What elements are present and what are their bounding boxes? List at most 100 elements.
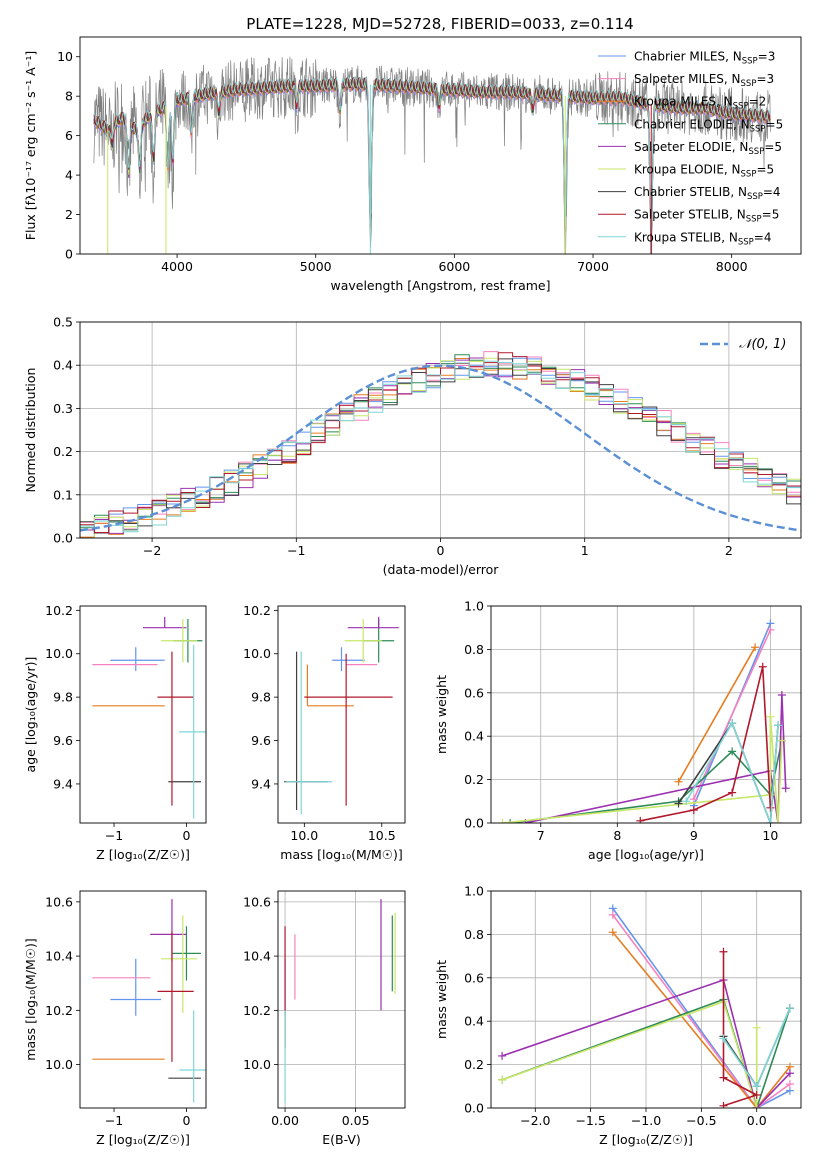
y-tick-label: 10.0 — [45, 1057, 73, 1072]
x-tick-label: 7000 — [577, 259, 609, 274]
weight-point — [689, 805, 698, 814]
y-axis-label: Normed distribution — [23, 368, 38, 493]
weight-line-salpeter-elodie — [501, 978, 791, 1108]
errorbar-chabrier-stelib — [284, 651, 328, 810]
legend-subscript: SSP — [733, 102, 749, 112]
x-tick-label: 1 — [581, 543, 589, 558]
x-tick-label: 9 — [690, 828, 698, 843]
axes-frame — [490, 605, 802, 824]
x-tick-label: −1.5 — [575, 1113, 605, 1128]
weight-point — [608, 910, 617, 919]
x-axis-label: (data-model)/error — [383, 562, 500, 577]
weight-line-salpeter-stelib — [640, 666, 772, 822]
y-tick-label: 8 — [65, 89, 73, 104]
legend-tail: =3 — [756, 72, 774, 86]
x-axis-label: mass [log₁₀(M/M☉)] — [280, 847, 402, 862]
legend-subscript: SSP — [741, 79, 757, 89]
weight-point — [498, 1075, 507, 1084]
errorbar-kroupa-elodie — [344, 619, 382, 663]
y-tick-label: 4 — [65, 168, 73, 183]
y-tick-label: 1.0 — [464, 599, 484, 614]
errorbar-kroupa-miles — [306, 664, 354, 707]
plot-area — [92, 616, 206, 819]
y-tick-label: 0.2 — [464, 772, 484, 787]
errorbar-salpeter-stelib — [157, 651, 194, 806]
x-tick-label: −1 — [105, 1113, 123, 1128]
plot-area — [80, 351, 801, 538]
y-tick-label: 9.4 — [53, 776, 73, 791]
weight-line-kroupa-miles — [677, 646, 756, 783]
errorbar-chabrier-miles — [332, 647, 365, 672]
y-tick-label: 0.0 — [53, 531, 73, 546]
x-tick-label: 0 — [182, 828, 190, 843]
weight-point — [719, 1073, 728, 1082]
weight-line-kroupa-elodie — [502, 716, 783, 823]
weight-line-chabrier-miles — [612, 907, 791, 1108]
y-tick-label: 0.5 — [53, 315, 73, 330]
x-axis-label: E(B-V) — [322, 1132, 361, 1147]
weight-point — [777, 736, 786, 745]
legend-entry: Salpeter STELIB, NSSP=5 — [634, 208, 779, 225]
histogram-kroupa-stelib — [80, 360, 801, 533]
weight-point — [777, 690, 786, 699]
weight-point — [719, 947, 728, 956]
x-tick-label: −1.0 — [631, 1113, 661, 1128]
histogram-salpeter-stelib — [80, 352, 801, 533]
panel-age-vs-Z: −1 0 9.4 9.6 9.8 10.0 10.2 Z [log₁₀(Z/Z☉)] age [… — [23, 603, 207, 862]
weight-point — [766, 819, 775, 823]
y-tick-label: 0.4 — [464, 729, 484, 744]
histogram-chabrier-stelib — [80, 358, 801, 534]
y-tick-label: 0.3 — [53, 401, 73, 416]
weight-point — [498, 819, 507, 823]
x-axis-label: wavelength [Angstrom, rest frame] — [330, 278, 550, 293]
y-tick-label: 10.4 — [45, 949, 73, 964]
panel-weight-vs-age: 7 8 9 10 0.0 0.2 0.4 0.6 0.8 1.0 age [log₁₀(age/yr… — [434, 599, 802, 862]
legend-tail: =5 — [762, 208, 780, 222]
axes-frame — [79, 36, 802, 255]
weight-point — [752, 1023, 761, 1032]
errorbar-kroupa-stelib — [285, 651, 333, 815]
x-tick-label: 8 — [613, 828, 621, 843]
x-tick-label: 2 — [725, 543, 733, 558]
y-tick-label: 10.2 — [45, 603, 73, 618]
errorbar-kroupa-elodie — [161, 915, 198, 1014]
x-tick-label: 0 — [182, 1113, 190, 1128]
weight-point — [785, 1004, 794, 1013]
x-tick-label: 7 — [537, 828, 545, 843]
y-tick-label: 0 — [65, 247, 73, 262]
errorbar-salpeter-stelib — [304, 653, 393, 806]
weight-line-salpeter-miles — [612, 914, 791, 1108]
weight-point — [498, 1051, 507, 1060]
weight-line-kroupa-elodie — [501, 1000, 758, 1108]
y-tick-label: 9.8 — [251, 690, 271, 705]
legend-tail: =4 — [754, 230, 772, 244]
x-axis-label: Z [log₁₀(Z/Z☉)] — [599, 1132, 693, 1147]
weight-point — [674, 799, 683, 808]
weight-line-kroupa-stelib — [685, 721, 779, 823]
x-tick-label: 5000 — [300, 259, 332, 274]
plot-area — [498, 619, 790, 823]
y-tick-label: 0.6 — [464, 685, 484, 700]
errorbar-kroupa-elodie — [161, 619, 198, 663]
y-tick-label: 10.6 — [243, 894, 271, 909]
legend-label: Salpeter ELODIE, N — [634, 140, 748, 154]
y-tick-label: 2 — [65, 207, 73, 222]
x-tick-label: 10.5 — [368, 828, 396, 843]
weight-point — [774, 721, 783, 730]
axes-frame — [277, 605, 406, 824]
legend-label: Kroupa MILES, N — [634, 95, 733, 109]
y-tick-label: 0.8 — [464, 927, 484, 942]
x-tick-label: 0 — [437, 543, 445, 558]
weight-point — [766, 625, 775, 634]
model-spectrum-salpeter-stelib — [93, 76, 771, 239]
x-tick-label: 10 — [762, 828, 778, 843]
y-tick-label: 9.6 — [251, 733, 271, 748]
weight-point — [752, 1090, 761, 1099]
x-tick-label: 4000 — [161, 259, 193, 274]
legend-entry: Kroupa STELIB, NSSP=4 — [634, 230, 772, 247]
y-tick-label: 0.2 — [53, 444, 73, 459]
y-tick-label: 0.8 — [464, 642, 484, 657]
x-tick-label: −0.5 — [686, 1113, 716, 1128]
